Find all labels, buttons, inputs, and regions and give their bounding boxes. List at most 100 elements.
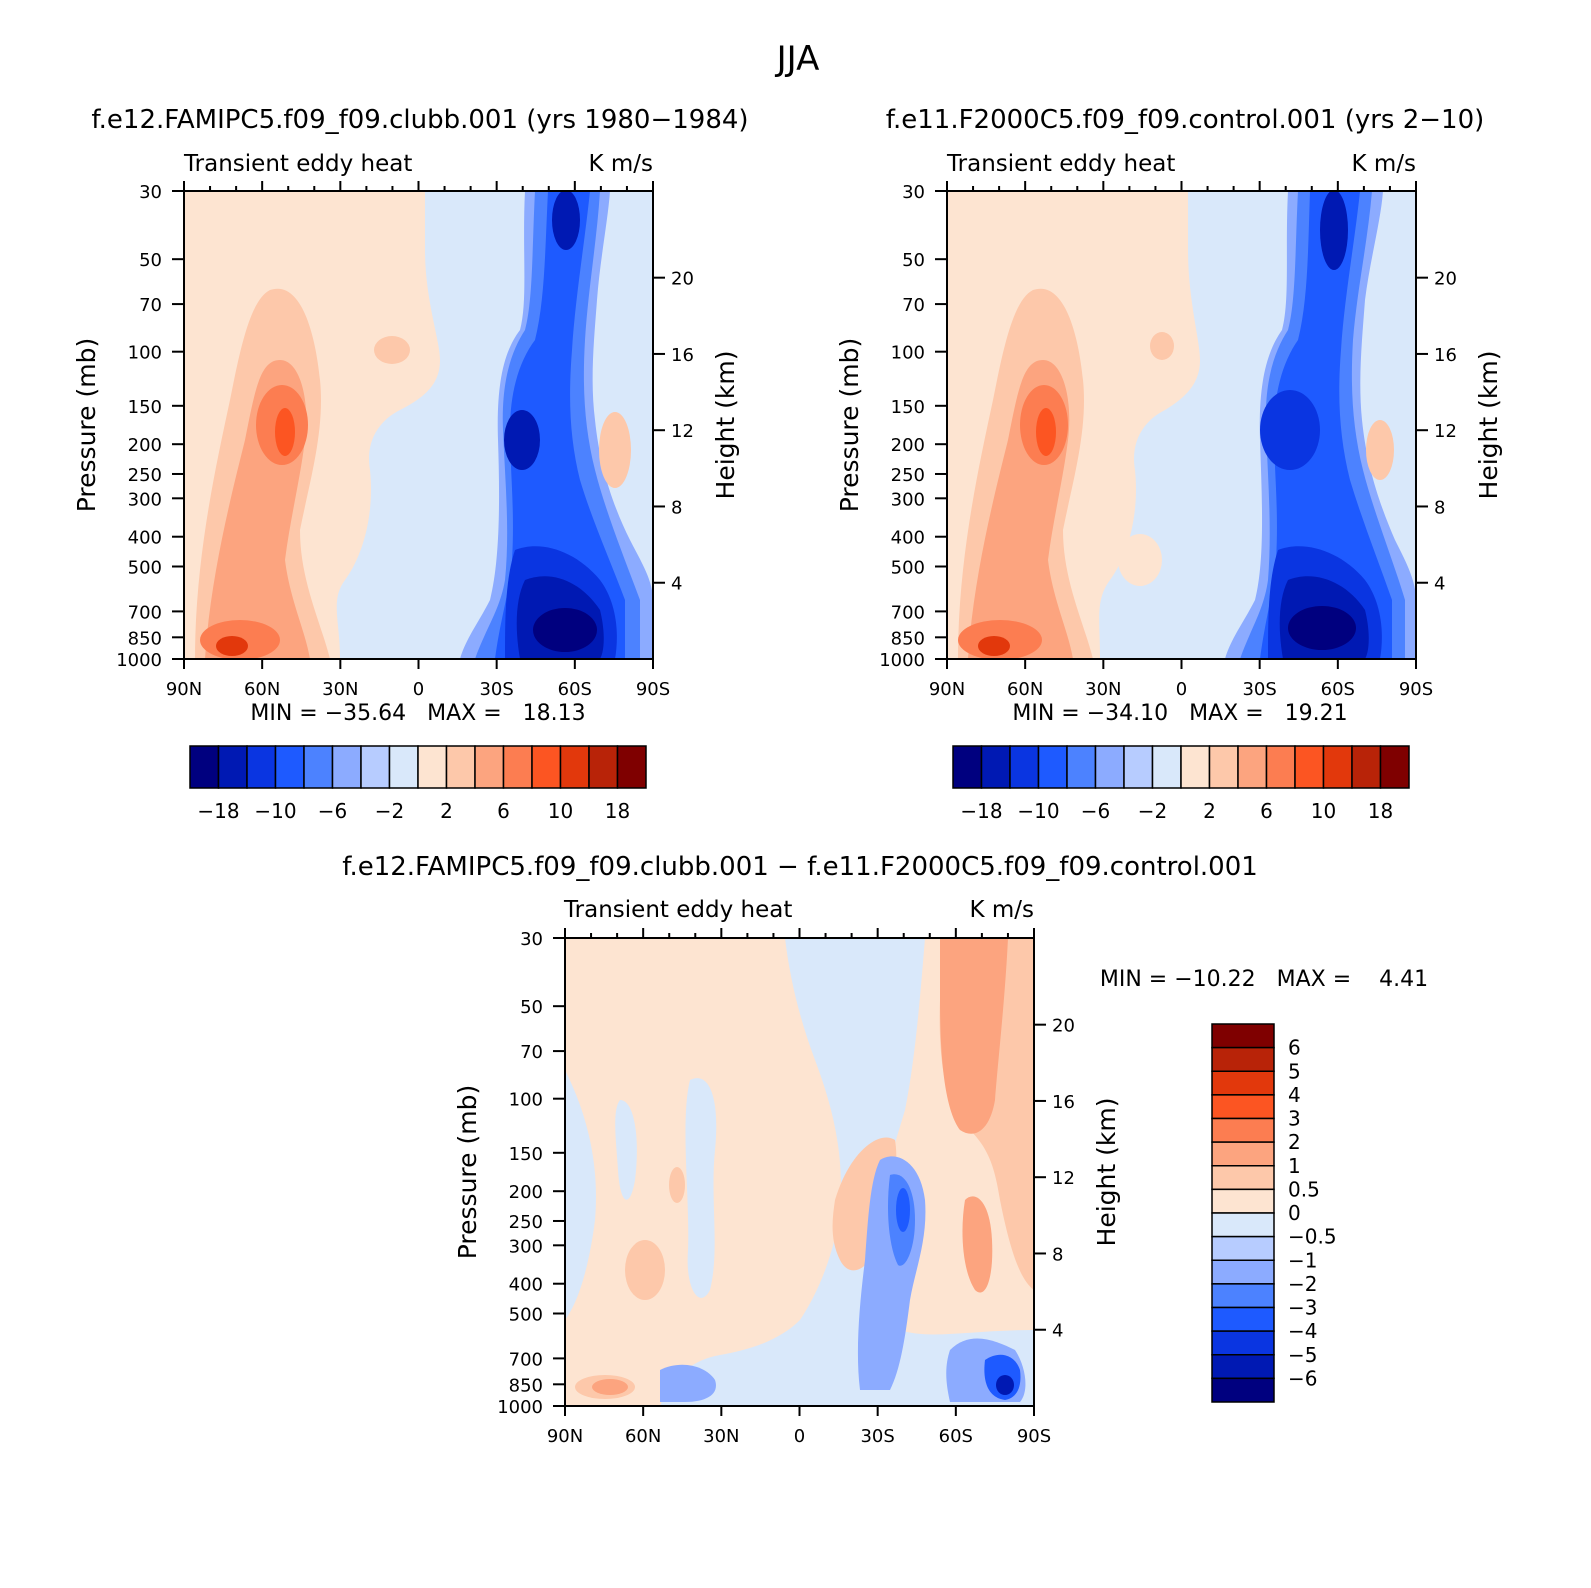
colorbar-box xyxy=(1211,1070,1275,1096)
pressure-tick-label: 250 xyxy=(891,465,925,486)
lat-tick-label: 30N xyxy=(703,1426,739,1447)
height-tick-label: 8 xyxy=(1434,497,1445,518)
colorbar-box xyxy=(1211,1046,1275,1072)
pressure-tick-label: 150 xyxy=(509,1144,543,1165)
colorbar-box xyxy=(1180,745,1211,789)
colorbar-label: −18 xyxy=(197,799,239,823)
height-tick-label: 12 xyxy=(671,421,694,442)
colorbar-box xyxy=(952,745,983,789)
colorbar-box xyxy=(445,745,476,789)
colorbar-label: 6 xyxy=(1288,1036,1301,1060)
colorbar-box xyxy=(474,745,505,789)
colorbar-box xyxy=(1211,1165,1275,1191)
pressure-tick-label: 70 xyxy=(520,1042,543,1063)
lat-tick-label: 30S xyxy=(860,1426,894,1447)
pressure-tick-label: 100 xyxy=(128,343,162,364)
pressure-tick-label: 400 xyxy=(509,1275,543,1296)
pressure-tick-label: 50 xyxy=(902,250,925,271)
colorbar-box xyxy=(1211,1094,1275,1120)
pressure-tick-label: 850 xyxy=(509,1375,543,1396)
colorbar-label: 6 xyxy=(497,799,510,823)
colorbar-box xyxy=(1211,1306,1275,1332)
pressure-tick-label: 250 xyxy=(509,1212,543,1233)
panel-1-height-axis: 20 16 12 8 4 xyxy=(653,269,694,595)
colorbar-box xyxy=(331,745,362,789)
colorbar-box xyxy=(388,745,419,789)
colorbar-box xyxy=(559,745,590,789)
pressure-tick-label: 300 xyxy=(509,1236,543,1257)
colorbar-box xyxy=(1211,1235,1275,1261)
figure-title: JJA xyxy=(775,39,820,79)
pressure-tick-label: 200 xyxy=(509,1182,543,1203)
colorbar-box xyxy=(616,745,647,789)
height-tick-label: 12 xyxy=(1052,1168,1075,1189)
colorbar-box xyxy=(1211,1259,1275,1285)
lat-tick-label: 90N xyxy=(929,679,965,700)
panel-3: f.e12.FAMIPC5.f09_f09.clubb.001 − f.e11.… xyxy=(342,852,1428,1447)
pressure-tick-label: 50 xyxy=(520,997,543,1018)
colorbar-label: 0 xyxy=(1288,1201,1301,1225)
pressure-tick-label: 200 xyxy=(128,435,162,456)
lat-tick-label: 30S xyxy=(1242,679,1276,700)
pressure-tick-label: 500 xyxy=(509,1304,543,1325)
colorbar-box xyxy=(588,745,619,789)
pressure-tick-label: 200 xyxy=(891,435,925,456)
panel-1-y-label: Pressure (mb) xyxy=(72,338,101,512)
panel-1-title: f.e12.FAMIPC5.f09_f09.clubb.001 (yrs 198… xyxy=(91,105,748,135)
lat-tick-label: 90S xyxy=(1017,1426,1051,1447)
pressure-tick-label: 500 xyxy=(128,557,162,578)
lat-tick-label: 0 xyxy=(794,1426,805,1447)
panel-2-y2-label: Height (km) xyxy=(1474,351,1503,500)
lat-tick-label: 30S xyxy=(479,679,513,700)
pressure-tick-label: 100 xyxy=(891,343,925,364)
colorbar-box xyxy=(1294,745,1325,789)
panel-1: f.e12.FAMIPC5.f09_f09.clubb.001 (yrs 198… xyxy=(72,105,749,823)
colorbar-box xyxy=(217,745,248,789)
panel-2-height-axis: 20 16 12 8 4 xyxy=(1416,269,1457,595)
pressure-tick-label: 1000 xyxy=(497,1397,543,1418)
colorbar-box xyxy=(1379,745,1410,789)
colorbar-box xyxy=(1094,745,1125,789)
colorbar-box xyxy=(189,745,220,789)
colorbar-box xyxy=(1237,745,1268,789)
colorbar-box xyxy=(1037,745,1068,789)
panel-3-y2-label: Height (km) xyxy=(1092,1098,1121,1247)
colorbar-label: −5 xyxy=(1288,1343,1317,1367)
colorbar-label: −6 xyxy=(318,799,347,823)
colorbar-label: 18 xyxy=(605,799,630,823)
panel-2-contour-field xyxy=(947,191,1416,659)
colorbar-label: 10 xyxy=(1311,799,1336,823)
colorbar-label: 18 xyxy=(1368,799,1393,823)
height-tick-label: 16 xyxy=(671,345,694,366)
colorbar-box xyxy=(1265,745,1296,789)
colorbar-box xyxy=(1009,745,1040,789)
height-tick-label: 20 xyxy=(671,269,694,290)
height-tick-label: 4 xyxy=(1434,574,1445,595)
lat-tick-label: 90S xyxy=(636,679,670,700)
lat-tick-label: 30N xyxy=(322,679,358,700)
pressure-tick-label: 150 xyxy=(891,397,925,418)
panel-2-title: f.e11.F2000C5.f09_f09.control.001 (yrs 2… xyxy=(886,105,1485,135)
lat-tick-label: 30N xyxy=(1085,679,1121,700)
panel-3-contour-field xyxy=(565,938,1034,1406)
pressure-tick-label: 30 xyxy=(902,182,925,203)
pressure-tick-label: 700 xyxy=(128,602,162,623)
pressure-tick-label: 150 xyxy=(128,397,162,418)
lat-tick-label: 90S xyxy=(1399,679,1433,700)
colorbar-box xyxy=(1211,1377,1275,1403)
colorbar-box xyxy=(1066,745,1097,789)
panel-1-stats: MIN = −35.64 MAX = 18.13 xyxy=(250,701,585,726)
colorbar-box xyxy=(1151,745,1182,789)
pressure-tick-label: 1000 xyxy=(879,650,925,671)
colorbar-box xyxy=(1211,1141,1275,1167)
panel-1-y2-label: Height (km) xyxy=(711,351,740,500)
colorbar-label: −18 xyxy=(960,799,1002,823)
pressure-tick-label: 70 xyxy=(902,295,925,316)
colorbar-label: 0.5 xyxy=(1288,1177,1320,1201)
colorbar-label: −3 xyxy=(1288,1296,1317,1320)
colorbar-box xyxy=(417,745,448,789)
panel-2-lat-axis: 90N 60N 30N 0 30S 60S 90S xyxy=(929,181,1433,700)
